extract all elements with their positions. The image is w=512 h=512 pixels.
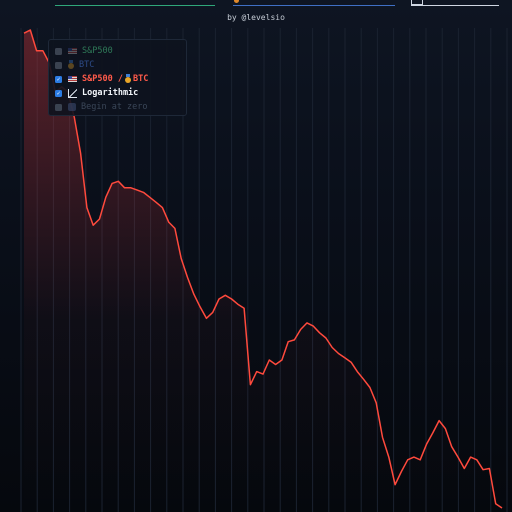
legend-label-begin-at-zero: Begin at zero: [81, 102, 148, 112]
btc-tab-icon[interactable]: [234, 0, 239, 3]
log-chart-icon: [68, 88, 77, 98]
gold-medal-icon: [124, 74, 131, 83]
us-flag-icon: [68, 48, 77, 54]
legend-label-ratio: S&P500 /: [82, 74, 123, 84]
btc-tab-underline[interactable]: [233, 5, 395, 6]
ratio-tab-underline[interactable]: [411, 5, 499, 6]
sp500-checkbox[interactable]: [55, 47, 62, 55]
ratio-tab-icon[interactable]: [411, 0, 423, 5]
chart-legend: S&P500 BTC S&P500 / BTC Logarithmic Begi…: [48, 39, 187, 116]
legend-item-ratio[interactable]: S&P500 / BTC: [55, 73, 148, 85]
legend-label-ratio-btc: BTC: [132, 74, 149, 84]
ratio-checkbox[interactable]: [55, 75, 62, 83]
us-flag-icon: [68, 76, 77, 82]
logarithmic-checkbox[interactable]: [55, 89, 62, 97]
ratio-series-line: [23, 29, 503, 509]
legend-item-sp500[interactable]: S&P500: [55, 45, 113, 57]
legend-item-btc[interactable]: BTC: [55, 59, 94, 71]
ratio-series-area: [24, 30, 502, 512]
legend-label-sp500: S&P500: [82, 46, 113, 56]
btc-checkbox[interactable]: [55, 61, 62, 69]
sp500-tab-underline[interactable]: [55, 5, 215, 6]
gold-medal-icon: [68, 60, 74, 69]
zero-icon: [68, 103, 76, 111]
legend-label-btc: BTC: [79, 60, 95, 70]
legend-item-begin-at-zero[interactable]: Begin at zero: [55, 101, 148, 113]
legend-item-logarithmic[interactable]: Logarithmic: [55, 87, 138, 99]
begin-at-zero-checkbox[interactable]: [55, 103, 62, 111]
byline: by @levelsio: [227, 13, 285, 22]
legend-label-logarithmic: Logarithmic: [82, 88, 139, 98]
